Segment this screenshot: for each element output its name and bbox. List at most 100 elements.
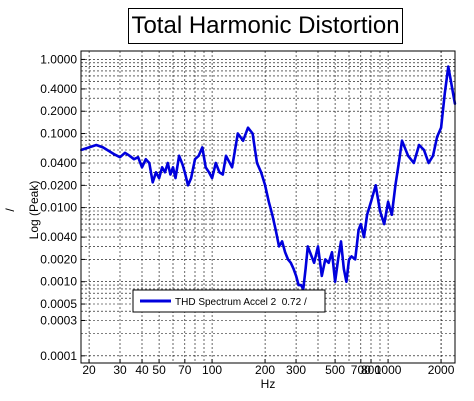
data-point (324, 258, 327, 261)
data-point (119, 156, 121, 159)
data-point (350, 255, 353, 258)
data-point (390, 213, 393, 216)
data-point (300, 284, 302, 287)
data-point (447, 65, 450, 68)
y-tick-label: 0.0003 (40, 313, 77, 327)
y-axis-ticks: 1.0000 0.4000 0.2000 0.1000 0.0400 0.0200 0.01… (40, 52, 85, 363)
x-tick-label: 500 (325, 363, 345, 377)
data-point (236, 132, 239, 135)
legend-label: THD Spectrum Accel 2 0.72 / (175, 297, 307, 308)
y-tick-label: 0.0001 (40, 349, 77, 363)
data-point (379, 210, 381, 212)
data-point (133, 158, 135, 161)
data-point (287, 258, 289, 261)
data-point (144, 158, 147, 161)
data-point (242, 139, 245, 142)
data-point (264, 184, 267, 187)
data-point (141, 166, 143, 169)
data-point (374, 184, 377, 187)
data-point (108, 150, 111, 153)
data-point (340, 240, 342, 243)
series-layer (80, 65, 457, 291)
data-point (95, 144, 98, 146)
x-tick-label: 700 (351, 363, 371, 377)
x-tick-label: 2000 (428, 363, 455, 377)
data-point (370, 200, 372, 203)
data-point (128, 154, 131, 157)
data-point (214, 162, 217, 164)
x-tick-label: 40 (135, 363, 149, 377)
data-point (187, 184, 189, 187)
data-point (208, 171, 210, 174)
data-point (218, 171, 221, 174)
x-tick-label: 300 (286, 363, 306, 377)
data-point (418, 144, 421, 146)
data-point (124, 151, 126, 154)
chart-title: Total Harmonic Distortion (128, 8, 403, 44)
data-point (164, 171, 166, 174)
y-tick-label: 0.0010 (40, 275, 77, 289)
data-point (317, 245, 319, 248)
data-point (383, 223, 386, 226)
data-point (427, 162, 430, 164)
data-point (137, 156, 140, 159)
data-point (284, 251, 287, 254)
data-point (256, 162, 258, 164)
y-tick-label: 0.4000 (40, 82, 77, 96)
data-point (161, 166, 164, 169)
data-point (334, 280, 337, 283)
data-point (169, 173, 172, 176)
data-point (440, 126, 443, 129)
data-point (363, 236, 365, 239)
data-point (201, 146, 204, 149)
data-point (306, 245, 309, 248)
x-tick-label: 70 (178, 363, 192, 377)
data-point (327, 261, 330, 264)
data-point (407, 154, 410, 157)
data-point (297, 284, 300, 287)
data-point (181, 163, 184, 166)
data-point (204, 166, 207, 169)
data-point (260, 171, 263, 174)
data-point (401, 139, 403, 142)
y-tick-label: 0.1000 (40, 127, 77, 141)
data-point (221, 173, 224, 176)
data-point (443, 92, 446, 95)
data-point (88, 146, 91, 149)
x-axis-label: Hz (261, 377, 276, 391)
y-tick-label: 0.0040 (40, 230, 77, 244)
data-point (225, 154, 227, 157)
x-tick-label: 100 (202, 363, 222, 377)
data-point (345, 280, 348, 283)
legend: THD Spectrum Accel 2 0.72 / (132, 289, 326, 313)
data-point (174, 177, 177, 180)
data-point (304, 267, 307, 270)
data-point (158, 177, 161, 180)
y-tick-label: 0.0400 (40, 156, 77, 170)
y-tick-label: 0.0020 (40, 252, 77, 266)
data-point (197, 154, 200, 157)
data-point (274, 228, 277, 231)
data-point (166, 162, 169, 164)
data-point (113, 153, 116, 156)
data-point (190, 177, 193, 180)
data-point (366, 213, 369, 216)
data-point (148, 162, 151, 164)
data-point (281, 240, 284, 243)
series-line (80, 65, 457, 291)
data-point (320, 274, 323, 277)
data-point (432, 154, 434, 157)
x-tick-label: 30 (113, 363, 127, 377)
data-point (412, 162, 415, 164)
data-point (178, 154, 181, 157)
grid (81, 51, 455, 363)
data-point (397, 162, 400, 164)
data-point (423, 149, 425, 151)
data-point (151, 181, 154, 184)
data-point (251, 132, 254, 135)
data-point (231, 166, 234, 169)
data-point (102, 146, 104, 149)
data-point (278, 245, 280, 248)
data-point (342, 267, 345, 270)
